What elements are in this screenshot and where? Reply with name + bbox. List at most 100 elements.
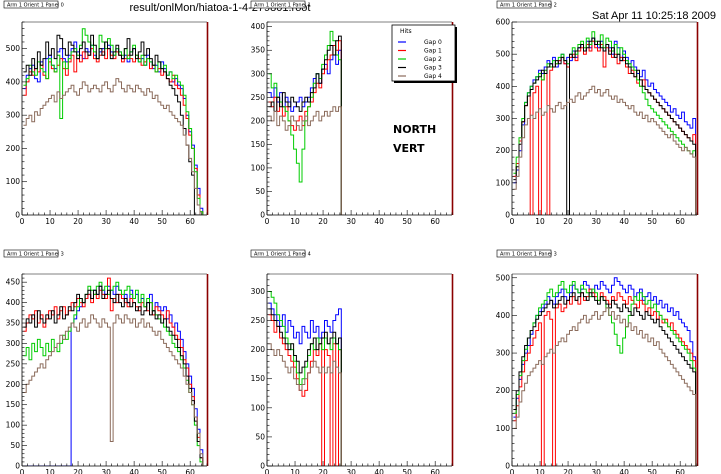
- series-line-2: [23, 28, 206, 215]
- x-tick-label: 60: [675, 217, 685, 226]
- y-tick-label: 200: [6, 380, 21, 389]
- y-tick-label: 150: [6, 400, 21, 409]
- y-tick-label: 400: [6, 77, 21, 86]
- panel-5: Arm 1 Orient 1 Panel 3 0 10 20 30 40 50 60 0 100 2…: [496, 249, 699, 474]
- y-tick-label: 0: [505, 211, 510, 220]
- x-tick-label: 0: [20, 217, 25, 226]
- y-tick-label: 450: [6, 278, 21, 287]
- y-tick-label: 100: [251, 163, 266, 172]
- y-tick-label: 250: [6, 359, 21, 368]
- y-tick-label: 350: [251, 46, 266, 55]
- x-tick-label: 60: [430, 217, 440, 226]
- series-line-3: [23, 285, 206, 466]
- x-tick-label: 0: [265, 468, 270, 474]
- y-tick-label: 300: [496, 349, 511, 358]
- series-group: [23, 28, 206, 215]
- x-tick-label: 0: [510, 468, 515, 474]
- x-tick-label: 30: [101, 217, 111, 226]
- x-tick-label: 10: [535, 468, 545, 474]
- x-tick-label: 50: [157, 468, 167, 474]
- x-tick-label: 60: [430, 468, 440, 474]
- y-tick-label: 100: [496, 178, 511, 187]
- y-tick-label: 0: [505, 462, 510, 471]
- x-tick-label: 60: [185, 468, 195, 474]
- vert-label: VERT: [393, 142, 425, 155]
- x-tick-label: 40: [619, 217, 629, 226]
- series-line-3: [513, 292, 697, 466]
- y-tick-label: 300: [251, 69, 266, 78]
- series-line-0: [268, 49, 345, 215]
- series-line-3: [268, 35, 345, 215]
- y-tick-label: 300: [6, 111, 21, 120]
- y-tick-label: 50: [255, 187, 265, 196]
- panel-title-box: [3, 249, 59, 258]
- x-tick-label: 50: [647, 217, 657, 226]
- series-line-1: [23, 277, 206, 466]
- legend-title: Hits: [400, 28, 412, 35]
- x-tick-label: 0: [20, 468, 25, 474]
- y-tick-label: 0: [260, 211, 265, 220]
- y-tick-label: 500: [6, 44, 21, 53]
- panel-title-box: [496, 249, 552, 258]
- x-tick-label: 50: [402, 217, 412, 226]
- series-line-1: [513, 288, 697, 466]
- x-tick-label: 40: [619, 468, 629, 474]
- x-tick-label: 30: [591, 217, 601, 226]
- legend-label: Gap 3: [424, 65, 442, 72]
- legend-label: Gap 2: [424, 56, 442, 63]
- panel-title: Arm 1 Orient 1 Panel 2: [500, 3, 557, 9]
- x-tick-label: 30: [591, 468, 601, 474]
- series-group: [513, 31, 697, 215]
- x-tick-label: 30: [346, 217, 356, 226]
- x-tick-label: 50: [647, 468, 657, 474]
- y-tick-label: 100: [251, 403, 266, 412]
- series-line-4: [23, 78, 206, 215]
- y-tick-label: 150: [251, 140, 266, 149]
- series-line-0: [23, 41, 206, 215]
- y-tick-label: 500: [496, 273, 511, 282]
- x-tick-label: 0: [510, 217, 515, 226]
- x-tick-label: 10: [45, 468, 55, 474]
- x-tick-label: 20: [73, 468, 83, 474]
- x-tick-label: 20: [73, 217, 83, 226]
- date-header: Sat Apr 11 10:25:18 2009: [592, 10, 716, 22]
- x-tick-label: 10: [535, 217, 545, 226]
- y-tick-label: 200: [251, 345, 266, 354]
- legend-label: Gap 4: [424, 73, 442, 80]
- y-tick-label: 400: [496, 82, 511, 91]
- y-tick-label: 50: [10, 441, 20, 450]
- x-tick-label: 10: [290, 217, 300, 226]
- series-line-4: [23, 314, 206, 466]
- y-tick-label: 0: [15, 462, 20, 471]
- series-line-4: [513, 85, 697, 215]
- series-line-4: [268, 106, 345, 215]
- series-group: [23, 277, 206, 466]
- panel-title-box: [496, 0, 552, 9]
- panel-4: Arm 1 Orient 1 Panel 4 0 10 20 30 40 50 60 0 50 10…: [251, 249, 454, 474]
- y-tick-label: 200: [251, 116, 266, 125]
- y-tick-label: 250: [251, 316, 266, 325]
- series-line-2: [268, 291, 345, 466]
- series-line-3: [23, 34, 206, 215]
- series-group: [268, 291, 345, 466]
- x-tick-label: 20: [563, 468, 573, 474]
- y-tick-label: 100: [496, 424, 511, 433]
- panel-title: Arm 1 Orient 1 Panel 1: [254, 3, 311, 9]
- series-line-3: [513, 37, 697, 215]
- y-tick-label: 400: [6, 298, 21, 307]
- y-tick-label: 300: [496, 114, 511, 123]
- series-line-1: [268, 40, 345, 215]
- x-tick-label: 10: [45, 217, 55, 226]
- panel-title-box: [250, 0, 306, 9]
- panel-2: Arm 1 Orient 1 Panel 20 10 20 30 40 50 6001002…: [496, 0, 699, 226]
- x-tick-label: 40: [374, 217, 384, 226]
- series-line-4: [268, 343, 345, 466]
- y-tick-label: 400: [251, 22, 266, 31]
- panel-3: Arm 1 Orient 1 Panel 3 0 10 20 30 40 50 60 0 50 10…: [3, 249, 209, 474]
- north-label: NORTH: [393, 123, 436, 136]
- y-tick-label: 100: [6, 421, 21, 430]
- y-tick-label: 250: [251, 93, 266, 102]
